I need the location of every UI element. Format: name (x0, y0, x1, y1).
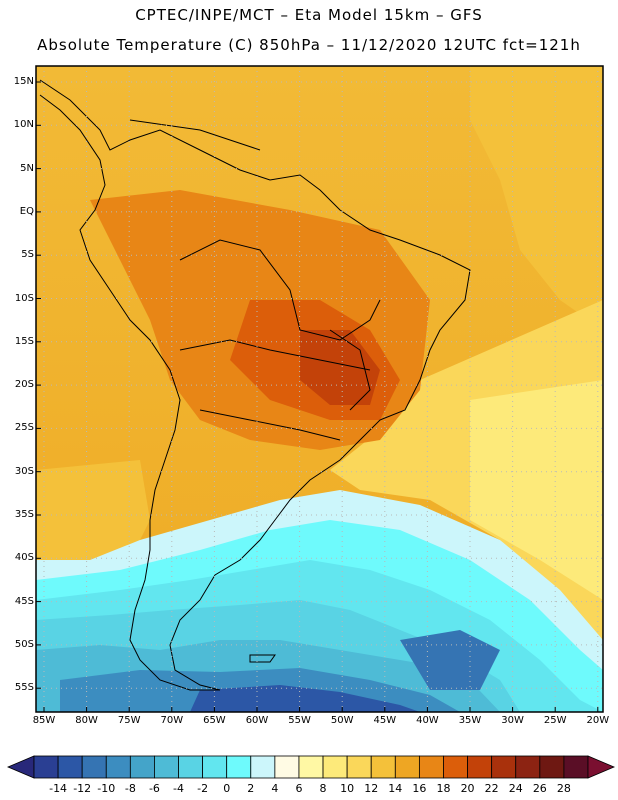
colorbar-swatch (370, 755, 396, 779)
lat-label: 25S (14, 422, 34, 434)
colorbar-label: -10 (97, 782, 116, 795)
border-amazon (179, 239, 381, 341)
border-center (179, 339, 371, 371)
lat-label: 35S (14, 509, 34, 520)
field-atlantic-north (470, 66, 603, 330)
colorbar-swatch (178, 755, 204, 779)
chart-title-line-1: CPTEC/INPE/MCT – Eta Model 15km – GFS (135, 6, 483, 24)
colorbar-swatch (322, 755, 348, 779)
lat-label: 10S (14, 292, 34, 304)
lon-label: 60W (245, 715, 269, 726)
lon-label: 20W (586, 715, 610, 726)
lon-label: 85W (32, 715, 56, 726)
colorbar-under-arrow (6, 755, 35, 779)
axis-ticks (36, 81, 599, 712)
colorbar-over-arrow (587, 755, 616, 779)
colorbar-label: 14 (388, 782, 403, 795)
colorbar-swatch (250, 755, 276, 779)
colorbar-label: -4 (173, 782, 184, 795)
lon-label: 25W (543, 715, 567, 726)
colorbar-label: -8 (124, 782, 136, 795)
lat-label: 40S (14, 552, 34, 564)
map-frame (35, 65, 604, 713)
temperature-field (36, 66, 603, 712)
lon-label: 50W (330, 715, 354, 726)
colorbar-label: 2 (247, 782, 255, 795)
lon-label: 75W (117, 715, 141, 726)
colorbar-swatch (515, 755, 541, 779)
lat-label: 55S (14, 682, 34, 694)
lat-label: 5S (21, 249, 34, 261)
lon-label: 65W (203, 715, 226, 726)
colorbar-label: -12 (73, 782, 92, 795)
colorbar-swatch (394, 755, 420, 779)
lon-label: 30W (501, 715, 524, 726)
colorbar-swatch (491, 755, 517, 779)
colorbar-swatch (563, 755, 589, 779)
lat-label: 5N (20, 162, 34, 174)
colorbar-label: 0 (223, 782, 231, 795)
colorbar-label: 4 (271, 782, 279, 795)
coastlines (39, 79, 471, 691)
lat-label: 15S (14, 335, 34, 347)
colorbar-label: 24 (508, 782, 523, 795)
coast-caribbean (129, 119, 261, 151)
border-south (199, 409, 341, 441)
colorbar-swatch (539, 755, 565, 779)
colorbar-label: 20 (460, 782, 475, 795)
colorbar-swatch (443, 755, 468, 779)
colorbar-label: 6 (295, 782, 303, 795)
colorbar-swatch (154, 755, 179, 779)
colorbar-label: 8 (319, 782, 327, 795)
colorbar-label: 18 (436, 782, 451, 795)
lon-label: 55W (288, 715, 311, 726)
chart-title-line-2: Absolute Temperature (C) 850hPa – 11/12/… (37, 36, 581, 54)
coast-south-america (39, 79, 471, 691)
lat-label: EQ (19, 205, 34, 217)
field-cold-7 (400, 630, 500, 690)
colorbar-swatch (57, 755, 83, 779)
lat-label: 45S (14, 595, 34, 607)
colorbar-label: 10 (340, 782, 355, 795)
colorbar-swatch (226, 755, 252, 779)
colorbar-swatch (274, 755, 300, 779)
lon-label: 70W (160, 715, 184, 726)
border-minas (329, 329, 371, 411)
lon-label: 80W (75, 715, 98, 726)
colorbar-label: -2 (197, 782, 209, 795)
colorbar-label: 22 (484, 782, 499, 795)
colorbar-swatch (81, 755, 107, 779)
colorbar-swatch (298, 755, 324, 779)
colorbar-swatch (346, 755, 372, 779)
colorbar-label: -6 (148, 782, 160, 795)
field-land-hotcore (300, 330, 380, 405)
colorbar-label: -14 (49, 782, 68, 795)
colorbar-swatch (33, 755, 59, 779)
falkland-islands (249, 654, 276, 663)
lon-label: 40W (416, 715, 439, 726)
lon-label: 45W (373, 715, 397, 726)
lat-label: 50S (14, 638, 34, 650)
colorbar-label: 16 (412, 782, 427, 795)
colorbar-label: 28 (556, 782, 571, 795)
colorbar-swatch (418, 755, 444, 779)
field-cold-6 (190, 685, 420, 712)
colorbar (6, 755, 616, 779)
colorbar-swatch (105, 755, 131, 779)
lat-label: 10N (13, 119, 34, 131)
lat-label: 20S (14, 379, 34, 391)
lon-label: 35W (458, 715, 482, 726)
colorbar-swatch (467, 755, 493, 779)
colorbar-swatch (202, 755, 228, 779)
field-atlantic-light (470, 380, 603, 600)
lat-label: 15N (13, 76, 34, 87)
lat-label: 30S (14, 465, 34, 477)
colorbar-label: 26 (532, 782, 547, 795)
colorbar-label: 12 (364, 782, 379, 795)
colorbar-swatch (129, 755, 155, 779)
